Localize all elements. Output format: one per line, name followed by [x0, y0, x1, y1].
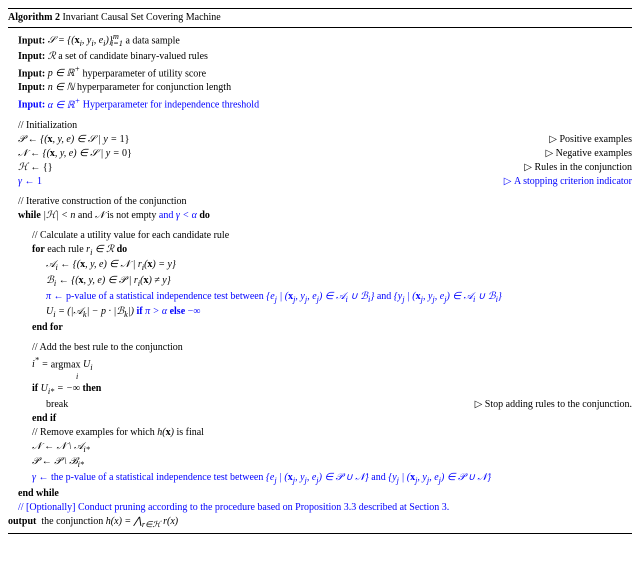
algorithm-title-row: Algorithm 2 Invariant Causal Set Coverin…: [8, 9, 632, 28]
init-gamma: γ ← 1: [18, 175, 42, 189]
n-update: 𝒩 ← 𝒩 \ 𝒜i*: [32, 440, 90, 456]
break-note: Stop adding rules to the conjunction.: [463, 398, 632, 412]
for-line: for each rule ri ∈ ℛ do: [32, 243, 127, 259]
optional-line: // [Optionally] Conduct pruning accordin…: [18, 501, 449, 515]
util-comment: // Calculate a utility value for each ca…: [32, 229, 229, 243]
input-r: Input: ℛ a set of candidate binary-value…: [18, 50, 208, 64]
p-update: 𝒫 ← 𝒫 \ ℬi*: [32, 455, 84, 471]
best-comment: // Add the best rule to the conjunction: [32, 341, 183, 355]
iter-comment: // Iterative construction of the conjunc…: [18, 195, 187, 209]
init-p-note: Positive examples: [537, 133, 632, 147]
input-n: Input: n ∈ ℕ hyperparameter for conjunct…: [18, 81, 231, 95]
algorithm-body: Input: 𝒮 = {(xi, yi, ei)}mi=1 a data sam…: [8, 28, 632, 533]
init-n: 𝒩 ← {(x, y, e) ∈ 𝒮 | y = 0}: [18, 147, 132, 161]
end-while: end while: [18, 487, 59, 501]
if-line: if Ui* = −∞ then: [32, 382, 101, 398]
remove-comment: // Remove examples for which h(x) is fin…: [32, 426, 204, 440]
gamma-update: γ ← the p-value of a statistical indepen…: [32, 471, 491, 487]
init-comment: // Initialization: [18, 119, 77, 133]
end-for: end for: [32, 321, 63, 335]
algorithm-name: Invariant Causal Set Covering Machine: [62, 12, 220, 23]
algorithm-block: Algorithm 2 Invariant Causal Set Coverin…: [8, 8, 632, 534]
init-h: ℋ ← {}: [18, 161, 53, 175]
output-line: output the conjunction h(x) = ⋀r∈ℋ r(x): [8, 515, 178, 531]
end-if: end if: [32, 412, 56, 426]
while-line: while |ℋ| < n and 𝒩 is not empty and γ <…: [18, 209, 210, 223]
input-s: Input: 𝒮 = {(xi, yi, ei)}mi=1 a data sam…: [18, 31, 180, 50]
pi-line: π ← p-value of a statistical independenc…: [46, 290, 502, 306]
init-gamma-note: A stopping criterion indicator: [492, 175, 632, 189]
break-line: break: [46, 398, 68, 412]
init-h-note: Rules in the conjunction: [512, 161, 632, 175]
input-alpha: Input: α ∈ ℝ+ Hyperparameter for indepen…: [18, 95, 259, 112]
b-line: ℬi ← {(x, y, e) ∈ 𝒫 | ri(x) ≠ y}: [46, 274, 171, 290]
init-p: 𝒫 ← {(x, y, e) ∈ 𝒮 | y = 1}: [18, 133, 129, 147]
a-line: 𝒜i ← {(x, y, e) ∈ 𝒩 | ri(x) = y}: [46, 258, 176, 274]
istar-sub: i: [32, 371, 78, 382]
init-n-note: Negative examples: [533, 147, 632, 161]
u-line: Ui = (|𝒜k| − p · |ℬk|) if π > α else −∞: [46, 305, 200, 321]
algorithm-number: Algorithm 2: [8, 12, 60, 23]
input-p: Input: p ∈ ℝ+ hyperparameter of utility …: [18, 64, 206, 81]
